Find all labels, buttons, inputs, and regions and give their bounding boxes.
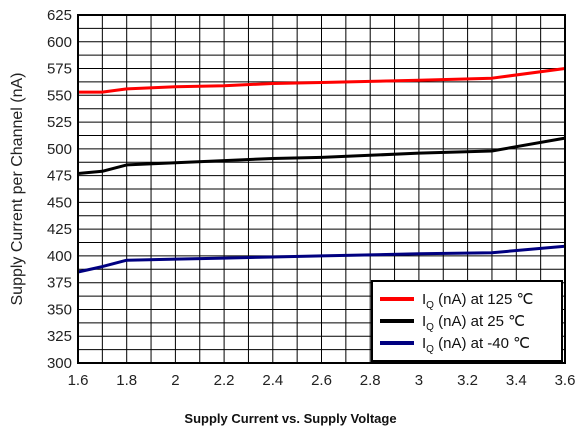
y-tick-label: 475 [47, 168, 72, 185]
x-tick-label: 3.4 [506, 372, 527, 389]
legend-label-2: IQ (nA) at -40 ℃ [422, 335, 530, 355]
x-tick-label: 2.6 [311, 372, 332, 389]
y-tick-labels: 300 325 350 375 400 425 450 475 500 525 550 575 600 6… [47, 7, 72, 372]
legend-label-0: IQ (nA) at 125 ℃ [422, 291, 533, 311]
x-tick-label: 1.6 [68, 372, 89, 389]
chart-caption: Supply Current vs. Supply Voltage [184, 411, 397, 426]
x-tick-label: 2.8 [360, 372, 381, 389]
x-tick-label: 3.6 [555, 372, 576, 389]
y-tick-label: 300 [47, 355, 72, 372]
x-tick-label: 2.2 [214, 372, 235, 389]
plot-frame [77, 14, 566, 364]
y-axis-label: Supply Current per Channel (nA) [9, 72, 26, 305]
x-tick-label: 3.2 [457, 372, 478, 389]
y-tick-label: 625 [47, 7, 72, 24]
y-tick-label: 425 [47, 221, 72, 238]
legend: IQ (nA) at 125 ℃IQ (nA) at 25 ℃IQ (nA) a… [371, 280, 563, 362]
y-tick-label: 500 [47, 141, 72, 158]
y-tick-label: 550 [47, 87, 72, 104]
x-tick-label: 2.4 [262, 372, 283, 389]
y-tick-label: 325 [47, 328, 72, 345]
series-line-1 [77, 136, 566, 175]
y-tick-label: 525 [47, 114, 72, 131]
y-tick-label: 350 [47, 301, 72, 318]
series-layer [77, 67, 566, 274]
y-tick-label: 375 [47, 275, 72, 292]
y-tick-label: 575 [47, 61, 72, 78]
series-line-2 [77, 244, 566, 274]
x-tick-label: 3 [415, 372, 423, 389]
x-tick-label: 1.8 [116, 372, 137, 389]
y-tick-label: 450 [47, 194, 72, 211]
x-tick-label: 2 [171, 372, 179, 389]
series-line-0 [78, 67, 566, 94]
legend-label-1: IQ (nA) at 25 ℃ [422, 313, 525, 333]
y-tick-label: 400 [47, 248, 72, 265]
y-tick-label: 600 [47, 34, 72, 51]
x-tick-labels: 1.6 1.8 2 2.2 2.4 2.6 2.8 3 3.2 3.4 3.6 [68, 372, 576, 389]
